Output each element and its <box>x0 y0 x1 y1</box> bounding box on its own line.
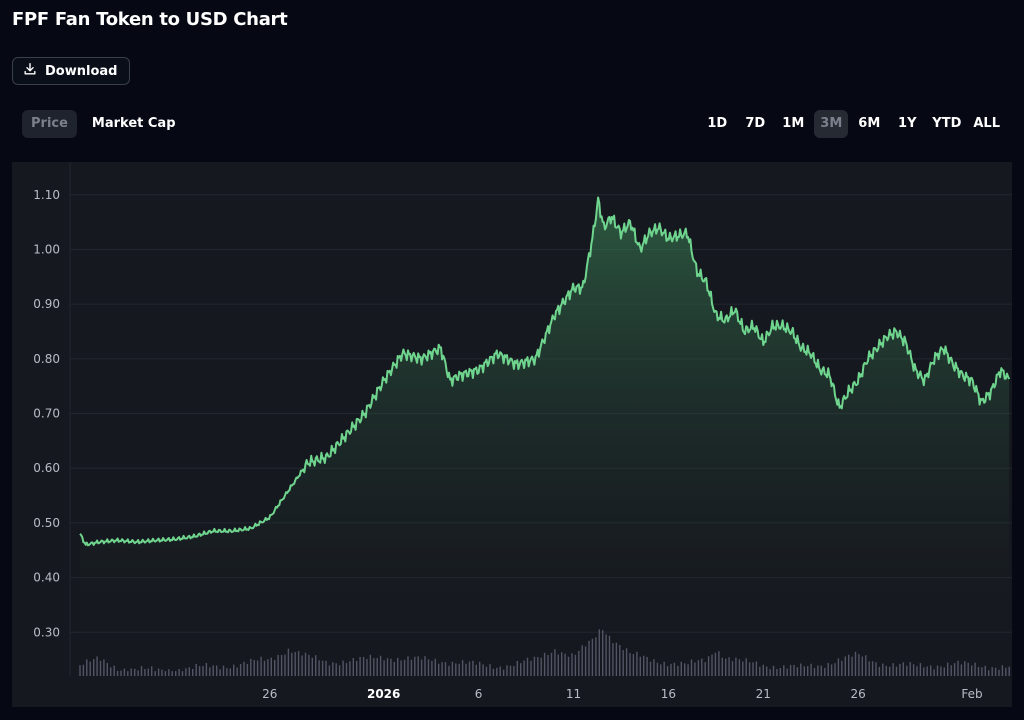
y-tick-label: 1.10 <box>33 188 60 202</box>
range-tab-6m[interactable]: 6M <box>858 116 881 131</box>
chart-canvas: 0.30 0.40 0.50 0.60 0.70 0.80 0.90 1.00 1.10 26 20… <box>33 162 1012 701</box>
x-tick-label: 26 <box>851 687 866 701</box>
y-tick-label: 0.50 <box>33 516 60 530</box>
x-tick-label: 16 <box>661 687 676 701</box>
download-label: Download <box>45 63 118 79</box>
range-tab-1y[interactable]: 1Y <box>898 116 917 131</box>
y-tick-label: 0.90 <box>33 297 60 311</box>
page-title: FPF Fan Token to USD Chart <box>12 9 288 30</box>
range-tab-ytd[interactable]: YTD <box>932 116 962 131</box>
download-button[interactable]: Download <box>12 57 130 85</box>
y-tick-label: 0.40 <box>33 571 60 585</box>
range-tabs: 1D 7D 1M 3M 6M 1Y YTD ALL <box>700 110 1004 138</box>
y-tick-label: 0.70 <box>33 407 60 421</box>
y-tick-label: 0.80 <box>33 352 60 366</box>
x-tick-label: 11 <box>566 687 581 701</box>
x-tick-label: Feb <box>961 687 982 701</box>
tab-market-cap[interactable]: Market Cap <box>91 116 176 131</box>
range-tab-1d[interactable]: 1D <box>707 116 728 131</box>
price-line <box>79 196 1011 547</box>
price-area <box>80 197 1010 676</box>
range-tab-3m[interactable]: 3M <box>814 110 849 138</box>
range-tab-1m[interactable]: 1M <box>782 116 805 131</box>
x-tick-label: 6 <box>475 687 483 701</box>
y-tick-label: 0.30 <box>33 625 60 639</box>
range-tab-7d[interactable]: 7D <box>745 116 766 131</box>
y-tick-label: 1.00 <box>33 242 60 256</box>
download-icon <box>23 62 37 80</box>
x-tick-label: 21 <box>756 687 771 701</box>
price-chart[interactable]: 0.30 0.40 0.50 0.60 0.70 0.80 0.90 1.00 1.10 26 20… <box>12 162 1012 707</box>
range-tab-all[interactable]: ALL <box>973 116 1000 131</box>
metric-tabs: Price Market Cap <box>22 110 185 138</box>
x-tick-label: 26 <box>262 687 277 701</box>
tab-price[interactable]: Price <box>22 110 77 138</box>
x-tick-label: 2026 <box>367 687 400 701</box>
y-tick-label: 0.60 <box>33 461 60 475</box>
